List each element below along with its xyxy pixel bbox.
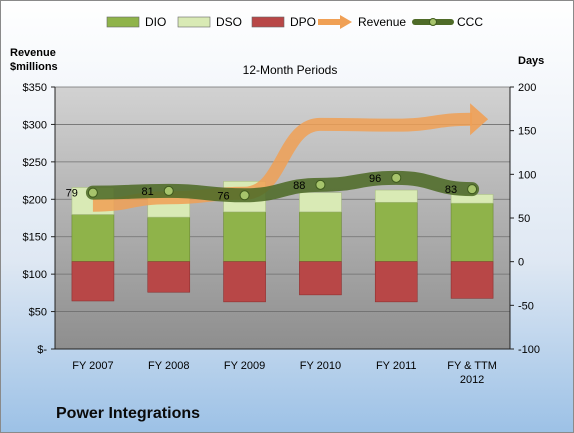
x-tick-label: FY 2008 <box>148 360 189 372</box>
company-name: Power Integrations <box>56 405 201 422</box>
bar-dio <box>223 211 266 262</box>
bar-dpo <box>71 261 115 302</box>
bar-dio <box>147 216 191 262</box>
ccc-data-label: 76 <box>217 190 229 202</box>
legend-swatch-dso <box>177 16 211 28</box>
ccc-marker <box>163 185 174 196</box>
left-tick-label: $50 <box>29 307 47 319</box>
ccc-marker <box>467 184 478 195</box>
legend-swatch-dpo <box>251 16 285 28</box>
bar-dpo <box>374 261 418 303</box>
bar-dio <box>71 214 115 262</box>
x-tick-label: FY & TTM <box>447 360 497 372</box>
right-axis-title: Days <box>518 55 544 67</box>
right-tick-label: -50 <box>518 300 534 312</box>
legend-label: CCC <box>457 15 483 29</box>
ccc-data-label: 83 <box>445 184 457 196</box>
legend-ccc-marker <box>429 18 437 26</box>
ccc-data-label: 79 <box>66 188 78 200</box>
legend-label: DSO <box>216 15 242 29</box>
plot-area <box>55 87 510 349</box>
revenue-arrow-head <box>470 103 489 136</box>
right-tick-label: 50 <box>518 213 530 225</box>
right-tick-label: -100 <box>518 344 540 356</box>
left-tick-label: $300 <box>23 119 47 131</box>
ccc-data-label: 81 <box>142 186 154 198</box>
left-tick-label: $- <box>37 344 47 356</box>
legend-label: Revenue <box>358 15 406 29</box>
legend-revenue-arrow-head <box>340 15 352 29</box>
bar-dpo <box>223 261 266 303</box>
left-tick-label: $100 <box>23 269 47 281</box>
legend-label: DPO <box>290 15 316 29</box>
x-tick-label: FY 2009 <box>224 360 265 372</box>
x-tick-label: 2012 <box>460 374 484 386</box>
bar-dso <box>299 192 342 213</box>
left-tick-label: $150 <box>23 232 47 244</box>
x-tick-label: FY 2011 <box>376 360 417 372</box>
left-tick-label: $200 <box>23 194 47 206</box>
ccc-marker <box>87 187 98 198</box>
chart-title: 12-Month Periods <box>243 63 338 77</box>
bar-dso <box>374 189 418 203</box>
legend-label: DIO <box>145 15 166 29</box>
ccc-marker <box>315 179 326 190</box>
ccc-data-label: 96 <box>369 173 381 185</box>
left-tick-label: $350 <box>23 82 47 94</box>
ccc-marker <box>239 190 250 201</box>
bar-dio <box>374 201 418 262</box>
right-tick-label: 0 <box>518 257 524 269</box>
x-tick-label: FY 2007 <box>72 360 113 372</box>
bar-dpo <box>299 261 342 296</box>
right-tick-label: 200 <box>518 82 536 94</box>
ccc-data-label: 88 <box>293 180 305 192</box>
left-axis-subtitle: $millions <box>10 61 58 73</box>
right-tick-label: 100 <box>518 169 536 181</box>
bar-dpo <box>147 261 191 293</box>
right-tick-label: 150 <box>518 126 536 138</box>
left-axis-title: Revenue <box>10 47 56 59</box>
ccc-marker <box>391 172 402 183</box>
left-tick-label: $250 <box>23 157 47 169</box>
legend-swatch-dio <box>106 16 140 28</box>
bar-dio <box>450 202 494 262</box>
bar-dio <box>299 211 342 262</box>
bar-dpo <box>450 261 494 299</box>
x-tick-label: FY 2010 <box>300 360 341 372</box>
